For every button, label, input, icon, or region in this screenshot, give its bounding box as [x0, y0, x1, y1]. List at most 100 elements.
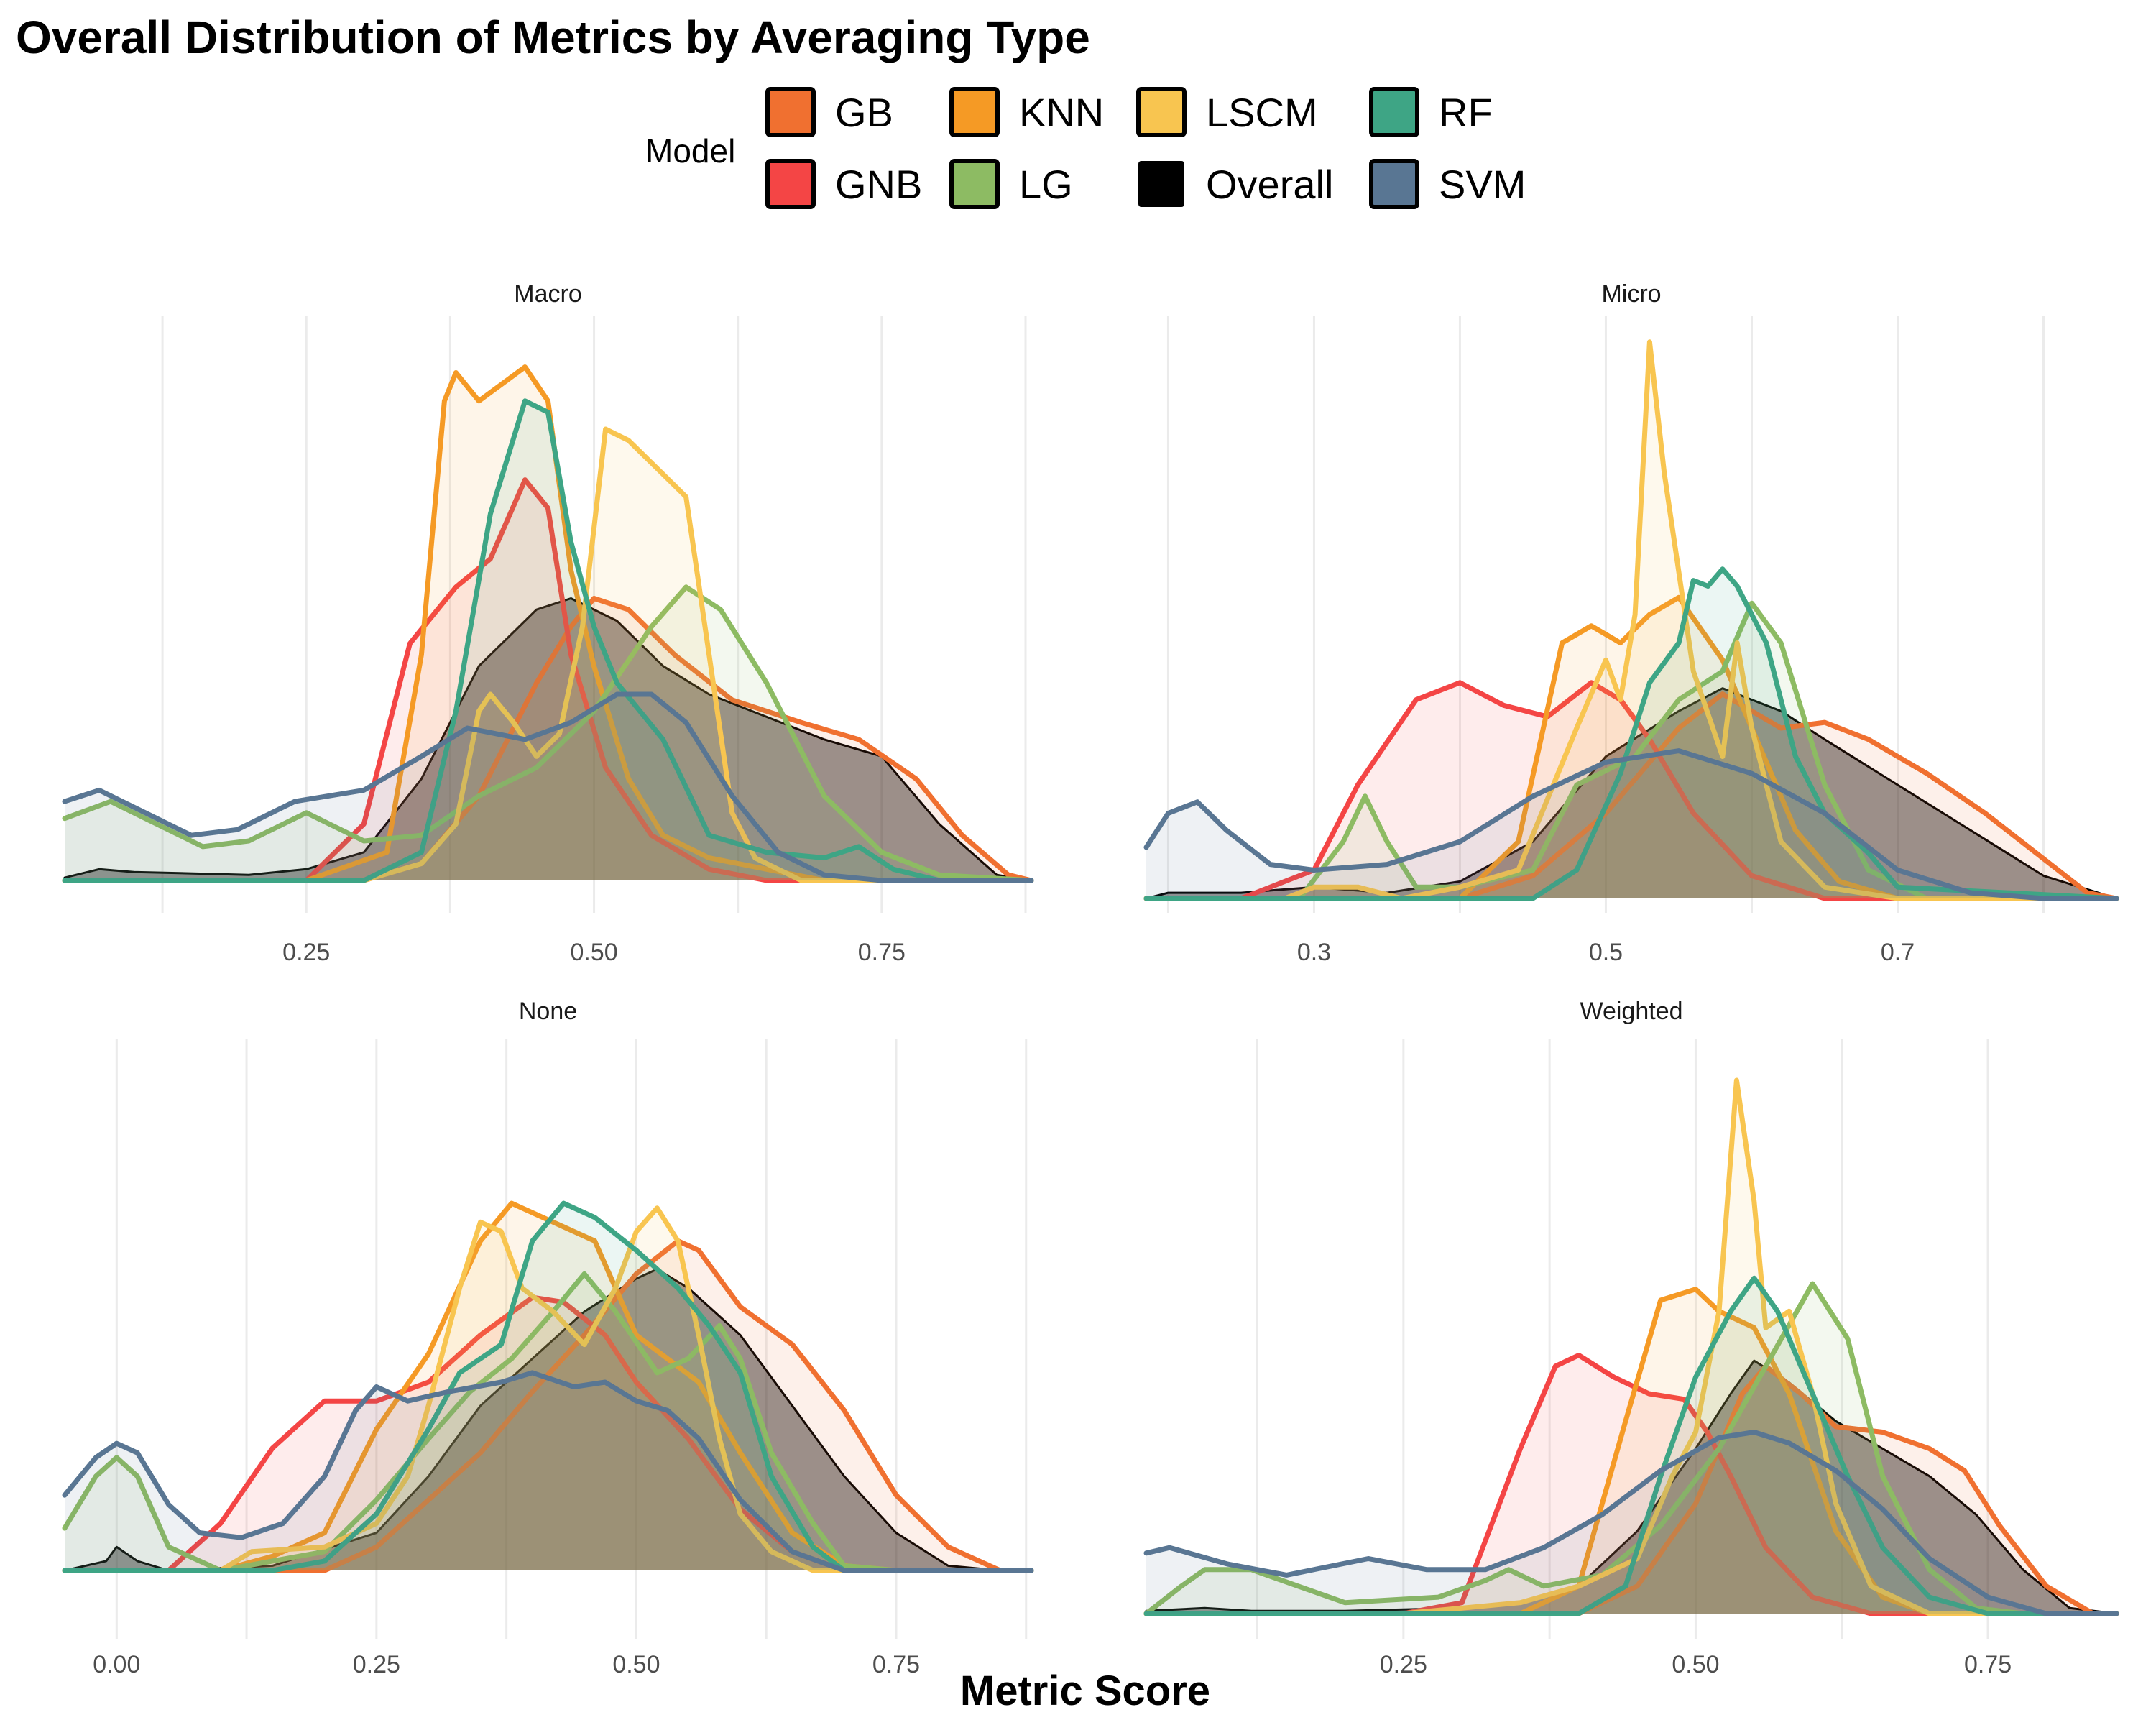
series-lg-micro — [1143, 600, 2119, 901]
legend-swatch-lscm — [1136, 87, 1187, 137]
density-line-svm — [1143, 1430, 2119, 1616]
density-line-rf — [62, 1200, 1034, 1573]
density-area-svm — [65, 1372, 1031, 1570]
series-gb-weighted — [1143, 1363, 2119, 1616]
density-area-gb — [1146, 1366, 2116, 1614]
series-knn-micro — [1143, 594, 2119, 901]
series-overall-weighted — [1145, 1359, 2118, 1615]
density-line-rf — [1143, 1275, 2119, 1616]
series-rf-macro — [62, 398, 1034, 883]
x-tick-label: 0.25 — [282, 939, 330, 966]
legend-item-rf: RF — [1369, 87, 1493, 137]
series-svm-weighted — [1143, 1430, 2119, 1616]
x-tick-label: 0.7 — [1881, 939, 1915, 966]
legend-item-lg: LG — [949, 159, 1073, 209]
density-area-overall — [1146, 1361, 2116, 1614]
legend-item-lscm: LSCM — [1136, 87, 1318, 137]
legend-item-knn: KNN — [949, 87, 1104, 137]
x-tick-label: 0.3 — [1297, 939, 1331, 966]
density-area-lg — [1146, 603, 2116, 898]
series-gb-micro — [1143, 691, 2119, 901]
x-tick-label: 0.25 — [353, 1651, 400, 1678]
x-axis-label: Metric Score — [960, 1668, 1210, 1714]
density-area-gb — [65, 598, 1031, 880]
x-tick-label: 0.75 — [1964, 1651, 2012, 1678]
series-rf-none — [62, 1200, 1034, 1573]
legend-label-gb: GB — [835, 90, 893, 135]
legend-item-overall: Overall — [1138, 161, 1333, 207]
density-line-lscm — [1143, 339, 2119, 901]
density-line-lg — [1143, 600, 2119, 901]
density-area-gnb — [1146, 1355, 2116, 1614]
legend-swatch-gnb — [765, 159, 816, 209]
series-lg-macro — [62, 584, 1034, 883]
legend-item-gb: GB — [765, 87, 893, 137]
facet-label-micro: Micro — [1601, 280, 1661, 308]
density-area-overall — [65, 598, 1031, 880]
x-tick-label: 0.75 — [858, 939, 906, 966]
series-svm-macro — [62, 691, 1034, 883]
x-tick-label: 0.00 — [93, 1651, 140, 1678]
density-area-lscm — [65, 429, 1031, 880]
facet-label-none: None — [519, 998, 577, 1025]
series-lscm-micro — [1143, 339, 2119, 901]
density-line-lscm — [62, 426, 1034, 883]
series-gnb-weighted — [1143, 1353, 2119, 1616]
panel-micro: Micro 0.3 0.5 0.7 — [1143, 280, 2119, 966]
density-area-knn — [65, 1203, 1031, 1570]
density-area-lscm — [65, 1208, 1031, 1570]
series-rf-weighted — [1143, 1275, 2119, 1616]
density-area-svm — [1146, 750, 2116, 898]
legend-swatch-knn — [949, 87, 1000, 137]
series-svm-none — [62, 1370, 1034, 1573]
facet-panels: Macro 0.25 0.50 0.75 Micro 0.3 0.5 0.7 None 0.00 0… — [62, 280, 2119, 1678]
series-svm-micro — [1143, 748, 2119, 901]
x-tick-label: 0.50 — [612, 1651, 660, 1678]
legend-item-gnb: GNB — [765, 159, 922, 209]
legend: Model GB GNB KNN LG LSCM Overall RF SVM — [645, 87, 1526, 209]
legend-swatch-overall — [1138, 161, 1184, 207]
density-area-rf — [65, 1203, 1031, 1570]
legend-label-overall: Overall — [1206, 162, 1333, 207]
density-area-overall — [65, 1269, 1031, 1570]
density-area-lg — [65, 586, 1031, 880]
density-line-svm — [1143, 748, 2119, 901]
legend-swatch-rf — [1369, 87, 1419, 137]
legend-label-lg: LG — [1019, 162, 1073, 207]
legend-label-svm: SVM — [1439, 162, 1526, 207]
density-line-gb — [1143, 691, 2119, 901]
legend-title: Model — [645, 132, 735, 170]
density-area-knn — [65, 367, 1031, 881]
chart-title: Overall Distribution of Metrics by Avera… — [16, 12, 1090, 63]
density-area-rf — [1146, 569, 2116, 898]
panel-grid — [161, 316, 1027, 913]
density-line-lg — [62, 584, 1034, 883]
legend-label-rf: RF — [1439, 90, 1493, 135]
legend-swatch-gb — [765, 87, 816, 137]
series-lscm-macro — [62, 426, 1034, 883]
series-knn-macro — [62, 364, 1034, 883]
legend-label-knn: KNN — [1019, 90, 1104, 135]
series-lscm-weighted — [1143, 1077, 2119, 1616]
x-tick-label: 0.75 — [872, 1651, 920, 1678]
series-gnb-macro — [62, 477, 1034, 883]
density-area-rf — [65, 400, 1031, 880]
legend-label-gnb: GNB — [835, 162, 922, 207]
density-line-gb — [1143, 1363, 2119, 1616]
panel-grid — [115, 1039, 1028, 1639]
density-line-lscm — [1143, 1077, 2119, 1616]
facet-label-weighted: Weighted — [1580, 998, 1682, 1025]
x-tick-label: 0.50 — [1672, 1651, 1719, 1678]
density-line-svm — [62, 1370, 1034, 1573]
series-overall-none — [63, 1268, 1033, 1572]
panel-weighted: Weighted 0.25 0.50 0.75 — [1143, 998, 2119, 1678]
legend-swatch-lg — [949, 159, 1000, 209]
x-tick-label: 0.25 — [1380, 1651, 1427, 1678]
x-tick-label: 0.5 — [1589, 939, 1623, 966]
density-line-overall — [63, 1268, 1033, 1572]
density-area-svm — [1146, 1432, 2116, 1614]
legend-label-lscm: LSCM — [1206, 90, 1318, 135]
density-line-rf — [62, 398, 1034, 883]
density-line-overall — [1145, 1359, 2118, 1615]
density-area-svm — [65, 694, 1031, 880]
